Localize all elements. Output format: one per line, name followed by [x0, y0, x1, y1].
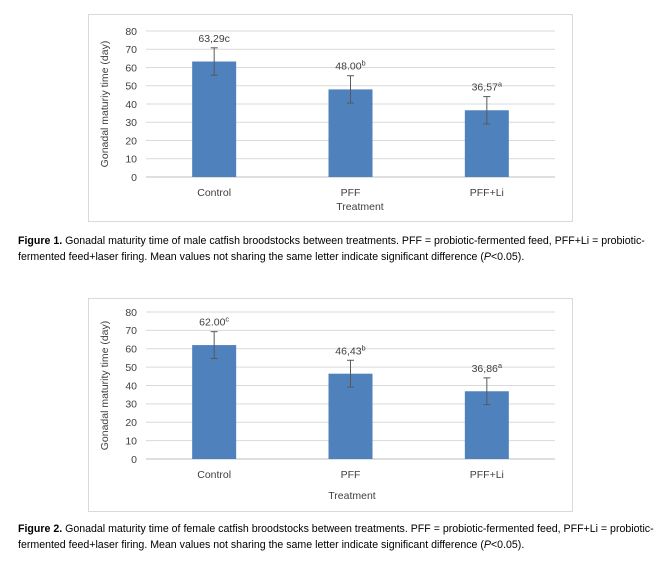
figure-2-caption-text: Gonadal maturity time of female catfish …: [18, 523, 654, 551]
figure-1-caption-end: <0.05).: [490, 250, 525, 263]
y-tick-label-7: 70: [125, 44, 137, 56]
y-tick-label-2: 20: [125, 417, 137, 429]
y-axis-title: Gonadal maturity time (day): [99, 321, 111, 451]
x-axis-title: Treatment: [336, 201, 384, 213]
figure-2-caption-label: Figure 2.: [18, 523, 63, 535]
y-tick-label-8: 80: [125, 307, 137, 319]
x-axis-title: Treatment: [328, 490, 376, 502]
bar-control: [192, 61, 237, 177]
y-tick-label-0: 0: [131, 172, 137, 184]
y-tick-label-0: 0: [131, 454, 137, 466]
data-label-1: 48.00b: [335, 58, 365, 73]
category-label-control: Control: [197, 187, 231, 199]
data-label-2: 36,86a: [472, 360, 503, 375]
y-tick-label-1: 10: [125, 154, 137, 166]
category-label-pff-li: PFF+Li: [470, 469, 504, 481]
category-label-pff: PFF: [341, 187, 361, 199]
y-tick-label-4: 40: [125, 99, 137, 111]
y-axis-title: Gonadal maturiy time (day): [99, 41, 111, 168]
data-label-0: 63,29c: [198, 33, 230, 45]
y-tick-label-7: 70: [125, 325, 137, 337]
y-tick-label-8: 80: [125, 26, 137, 38]
figure-1-caption-text: Gonadal maturity time of male catfish br…: [18, 235, 645, 263]
y-tick-label-5: 50: [125, 362, 137, 374]
bar-pff: [328, 89, 373, 177]
category-label-pff-li: PFF+Li: [470, 187, 504, 199]
y-tick-label-6: 60: [125, 62, 137, 74]
bar-control: [192, 345, 237, 459]
figure-2-caption-end: <0.05).: [490, 538, 525, 551]
figure-2-caption: Figure 2. Gonadal maturity time of femal…: [18, 522, 658, 553]
bar-pff: [328, 373, 373, 459]
data-label-1: 46,43b: [335, 343, 365, 358]
y-tick-label-3: 30: [125, 117, 137, 129]
data-label-0: 62.00c: [199, 314, 229, 329]
data-label-2: 36,57a: [472, 79, 503, 94]
figure-1-caption-p: P: [483, 250, 491, 263]
figure-1-svg: 0 10 20 30 40 50 60 70 80 Gonadal maturiy time (d…: [99, 26, 555, 213]
y-tick-label-4: 40: [125, 380, 137, 392]
category-label-control: Control: [197, 469, 231, 481]
figure-2-caption-p: P: [483, 538, 491, 551]
y-tick-label-3: 30: [125, 399, 137, 411]
y-tick-label-6: 60: [125, 344, 137, 356]
figure-1-caption: Figure 1. Gonadal maturity time of male …: [18, 234, 658, 265]
y-tick-label-1: 10: [125, 435, 137, 447]
y-tick-label-2: 20: [125, 135, 137, 147]
figure-1-caption-label: Figure 1.: [18, 235, 63, 247]
category-label-pff: PFF: [341, 469, 361, 481]
y-tick-label-5: 50: [125, 81, 137, 93]
